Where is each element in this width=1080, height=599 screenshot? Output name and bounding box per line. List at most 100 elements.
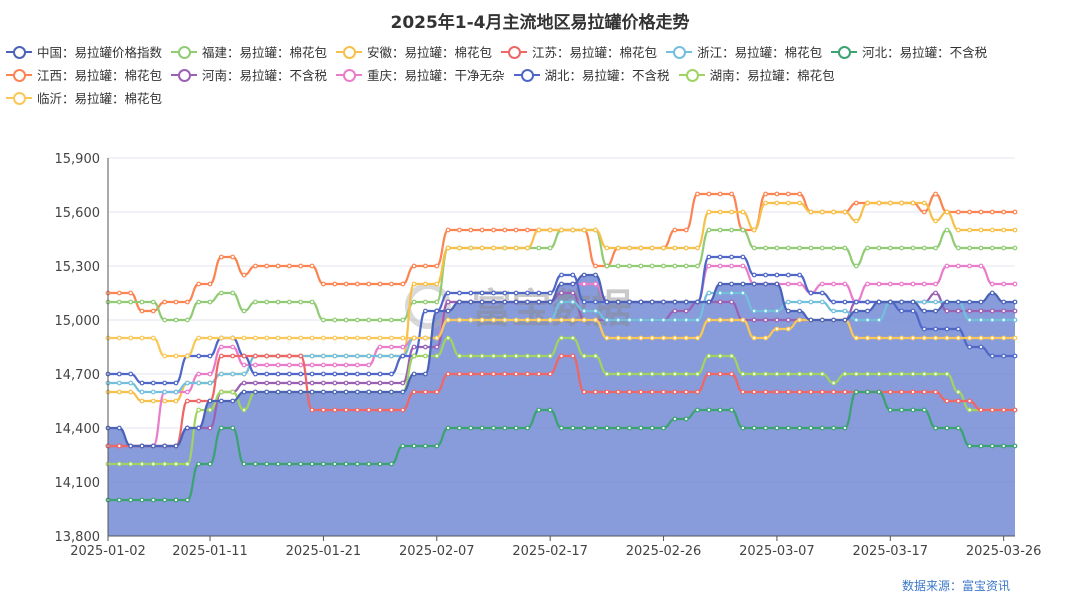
data-point — [967, 443, 972, 449]
data-point — [264, 371, 270, 377]
data-point — [819, 371, 825, 377]
data-point — [1001, 227, 1007, 233]
data-point — [207, 461, 213, 467]
data-point — [967, 317, 972, 323]
legend-item[interactable]: 中国：易拉罐价格指数 — [6, 42, 162, 61]
data-point — [264, 353, 270, 359]
data-point — [944, 299, 950, 305]
data-point — [491, 299, 496, 305]
legend-item[interactable]: 河南：易拉罐：不含税 — [171, 65, 327, 84]
data-point — [184, 497, 190, 503]
legend-item[interactable]: 安徽：易拉罐：棉花包 — [336, 42, 492, 61]
data-point — [479, 290, 485, 296]
data-point — [955, 308, 961, 314]
data-point — [921, 200, 927, 206]
data-point — [559, 299, 564, 305]
data-point — [921, 326, 927, 332]
data-point — [876, 335, 882, 341]
data-point — [887, 245, 893, 251]
data-point — [967, 407, 972, 413]
data-point — [842, 245, 848, 251]
data-point — [661, 335, 666, 341]
data-point — [627, 245, 632, 251]
data-point — [842, 389, 848, 395]
data-point — [785, 299, 791, 305]
data-point — [1012, 227, 1018, 233]
data-point — [377, 389, 383, 395]
data-point — [230, 353, 236, 359]
data-point — [831, 245, 836, 251]
data-point — [706, 191, 712, 197]
data-point — [423, 389, 428, 395]
data-point — [615, 389, 621, 395]
data-point — [853, 218, 859, 224]
data-point — [853, 200, 859, 206]
data-point — [366, 371, 372, 377]
x-tick-label: 2025-01-02 — [70, 544, 146, 559]
data-point — [627, 299, 632, 305]
data-point — [321, 362, 326, 368]
data-point — [729, 281, 734, 287]
data-point — [525, 353, 530, 359]
data-point — [921, 407, 927, 413]
data-point — [627, 371, 632, 377]
data-point — [321, 317, 326, 323]
data-point — [661, 317, 666, 323]
legend-item[interactable]: 江西：易拉罐：棉花包 — [6, 65, 162, 84]
data-point — [921, 371, 927, 377]
data-point — [638, 299, 644, 305]
data-point — [853, 389, 859, 395]
data-point — [547, 317, 553, 323]
legend-item[interactable]: 江苏：易拉罐：棉花包 — [501, 42, 657, 61]
data-point — [275, 389, 281, 395]
legend-label: 河南：易拉罐：不含税 — [202, 68, 328, 83]
data-point — [468, 317, 474, 323]
data-point — [287, 299, 292, 305]
data-point — [910, 407, 916, 413]
data-point — [128, 380, 134, 386]
data-point — [173, 497, 179, 503]
data-point — [593, 281, 598, 287]
data-point — [502, 317, 508, 323]
data-point — [774, 308, 780, 314]
data-point — [434, 299, 440, 305]
data-point — [411, 353, 417, 359]
data-point — [1012, 281, 1018, 287]
data-point — [434, 353, 440, 359]
data-point — [672, 245, 678, 251]
data-point — [252, 389, 258, 395]
data-point — [389, 317, 394, 323]
data-point — [706, 353, 712, 359]
data-point — [604, 317, 610, 323]
data-point — [309, 353, 315, 359]
data-point — [774, 200, 780, 206]
data-point — [774, 326, 780, 332]
data-point — [218, 425, 224, 431]
legend-item[interactable]: 重庆：易拉罐：干净无杂 — [336, 65, 505, 84]
legend-item[interactable]: 福建：易拉罐：棉花包 — [171, 42, 327, 61]
data-point — [649, 389, 655, 395]
data-point — [751, 308, 757, 314]
data-point — [683, 317, 689, 323]
legend-label: 湖南：易拉罐：棉花包 — [709, 68, 835, 83]
legend-item[interactable]: 湖北：易拉罐：不含税 — [513, 65, 670, 84]
data-point — [1012, 317, 1018, 323]
data-point — [366, 389, 372, 395]
legend-item[interactable]: 湖南：易拉罐：棉花包 — [678, 65, 835, 84]
data-point — [774, 371, 780, 377]
data-point — [955, 398, 961, 404]
legend-item[interactable]: 浙江：易拉罐：棉花包 — [666, 42, 822, 61]
data-point — [570, 425, 576, 431]
legend-marker-icon — [171, 68, 198, 82]
data-point — [525, 245, 530, 251]
data-point — [989, 209, 995, 215]
data-point — [196, 407, 202, 413]
legend-item[interactable]: 临沂：易拉罐：棉花包 — [6, 88, 162, 107]
data-point — [536, 299, 542, 305]
data-point — [309, 362, 315, 368]
data-point — [808, 209, 814, 215]
legend-item[interactable]: 河北：易拉罐：不含税 — [831, 42, 987, 61]
legend-marker-icon — [6, 45, 32, 59]
data-point — [593, 353, 598, 359]
data-point — [921, 209, 927, 215]
